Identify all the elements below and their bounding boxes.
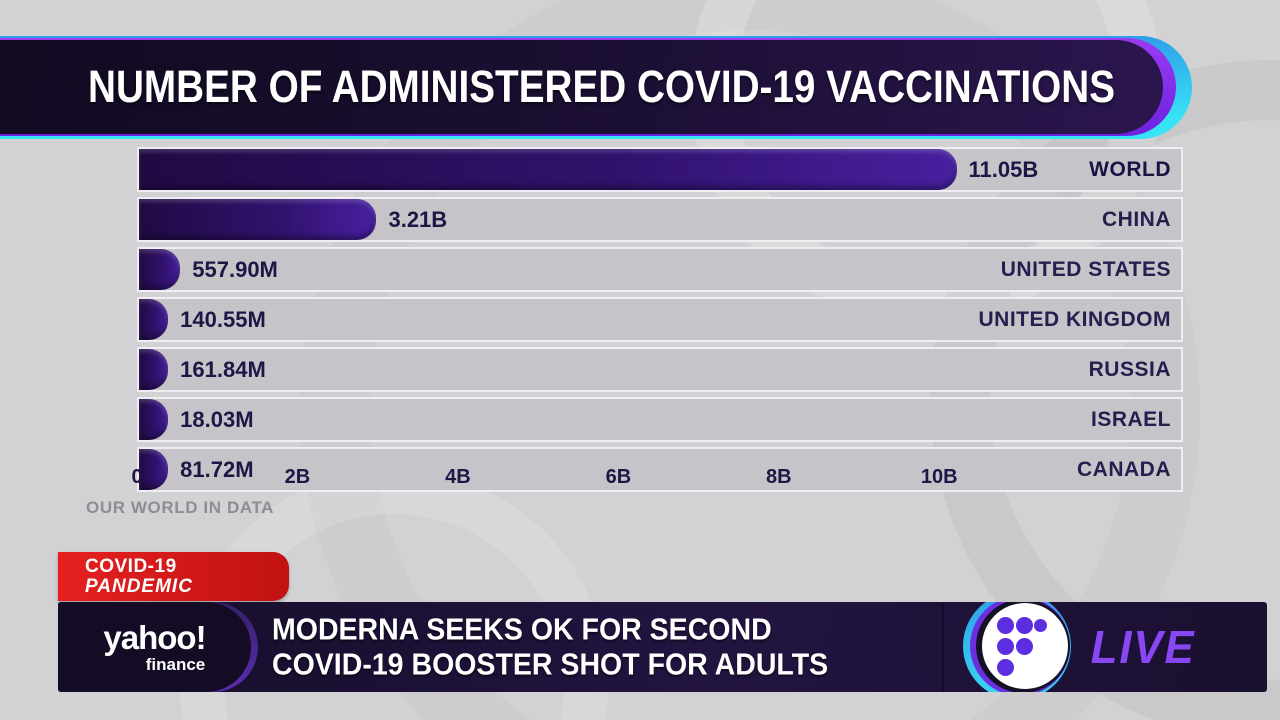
headline-line1: MODERNA SEEKS OK FOR SECOND: [272, 611, 772, 647]
brand-box: yahoo! finance: [58, 602, 251, 692]
f-logo-dot: [1034, 619, 1047, 632]
f-logo-dot: [997, 638, 1014, 655]
bar-china: [139, 199, 377, 240]
chart-title: NUMBER OF ADMINISTERED COVID-19 VACCINAT…: [88, 61, 1116, 112]
yahoo-finance-label: finance: [145, 655, 206, 674]
topic-badge: COVID-19 PANDEMIC: [58, 552, 289, 601]
chart-row: 18.03M ISRAEL: [137, 397, 1183, 442]
title-bar: NUMBER OF ADMINISTERED COVID-19 VACCINAT…: [0, 40, 1163, 134]
bar-united-states: [139, 249, 181, 290]
chart-row: 161.84M RUSSIA: [137, 347, 1183, 392]
x-axis-tick: 2B: [284, 466, 311, 488]
category-label: CHINA: [1102, 207, 1171, 231]
bar-value-label: 3.21B: [388, 206, 448, 232]
x-axis-tick: 0: [131, 466, 143, 488]
category-label: RUSSIA: [1088, 357, 1171, 381]
bar-united-kingdom: [139, 299, 169, 340]
bar-israel: [139, 399, 169, 440]
bar-value-label: 140.55M: [180, 306, 266, 332]
live-badge: LIVE: [1090, 621, 1196, 673]
x-axis-tick: 8B: [766, 466, 792, 488]
x-axis: 0 2B 4B 6B 8B 10B: [131, 466, 1183, 492]
bar-russia: [139, 349, 169, 390]
f-logo-dot: [1016, 638, 1033, 655]
bar-world: [139, 149, 957, 190]
bar-value-label: 557.90M: [192, 256, 278, 282]
bar-value-label: 81.72M: [180, 456, 254, 482]
yahoo-finance-f-icon: [982, 603, 1068, 689]
bar-canada: [139, 449, 169, 490]
f-logo-dot: [997, 659, 1014, 676]
yahoo-logo: yahoo!: [103, 619, 206, 656]
lower-third-bar: LIVE yahoo! finance MODERNA SEEKS OK FOR…: [58, 602, 1267, 692]
x-axis-tick: 6B: [605, 466, 632, 488]
bar-value-label: 18.03M: [180, 406, 254, 432]
bar-value-label: 11.05B: [968, 156, 1039, 182]
category-label: WORLD: [1089, 157, 1171, 181]
f-logo-dot: [997, 617, 1014, 634]
topic-badge-line1: COVID-19: [85, 555, 177, 577]
category-label: CANADA: [1077, 457, 1171, 481]
bar-chart: 11.05B WORLD 3.21B CHINA 557.90M UNITED STATE…: [137, 147, 1183, 497]
bar-value-label: 161.84M: [180, 356, 266, 382]
category-label: UNITED STATES: [1000, 257, 1171, 281]
f-logo-dot: [1016, 617, 1033, 634]
chart-row: 11.05B WORLD: [137, 147, 1183, 192]
chart-row: 3.21B CHINA: [137, 197, 1183, 242]
category-label: UNITED KINGDOM: [978, 307, 1171, 331]
x-axis-tick: 10B: [920, 466, 958, 488]
data-source-label: OUR WORLD IN DATA: [86, 498, 275, 517]
headline: MODERNA SEEKS OK FOR SECOND COVID-19 BOO…: [272, 612, 877, 681]
category-label: ISRAEL: [1090, 407, 1171, 431]
section-divider: [942, 602, 944, 692]
chart-row: 140.55M UNITED KINGDOM: [137, 297, 1183, 342]
x-axis-tick: 4B: [445, 466, 471, 488]
chart-row: 557.90M UNITED STATES: [137, 247, 1183, 292]
topic-badge-line2: PANDEMIC: [85, 575, 193, 597]
headline-line2: COVID-19 BOOSTER SHOT FOR ADULTS: [272, 646, 829, 681]
chart-row: 81.72M CANADA: [137, 447, 1183, 492]
